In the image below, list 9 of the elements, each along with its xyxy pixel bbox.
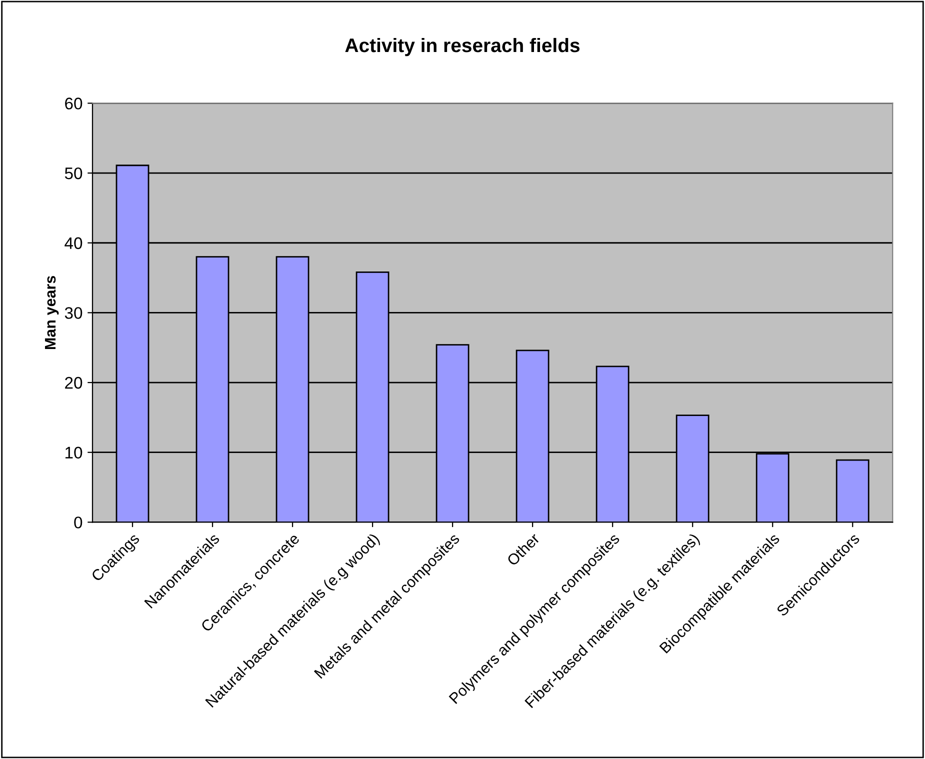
y-axis-title: Man years — [45, 276, 59, 350]
y-tick-label: 60 — [65, 98, 82, 110]
y-tick-label: 20 — [65, 376, 82, 389]
y-tick-label: 0 — [74, 516, 82, 528]
chart-title: Activity in reserach fields — [345, 38, 580, 56]
y-tick-label: 50 — [64, 167, 82, 180]
y-tick-label: 40 — [64, 237, 82, 250]
y-tick-label: 30 — [64, 307, 82, 319]
y-tick-label: 10 — [66, 446, 82, 459]
